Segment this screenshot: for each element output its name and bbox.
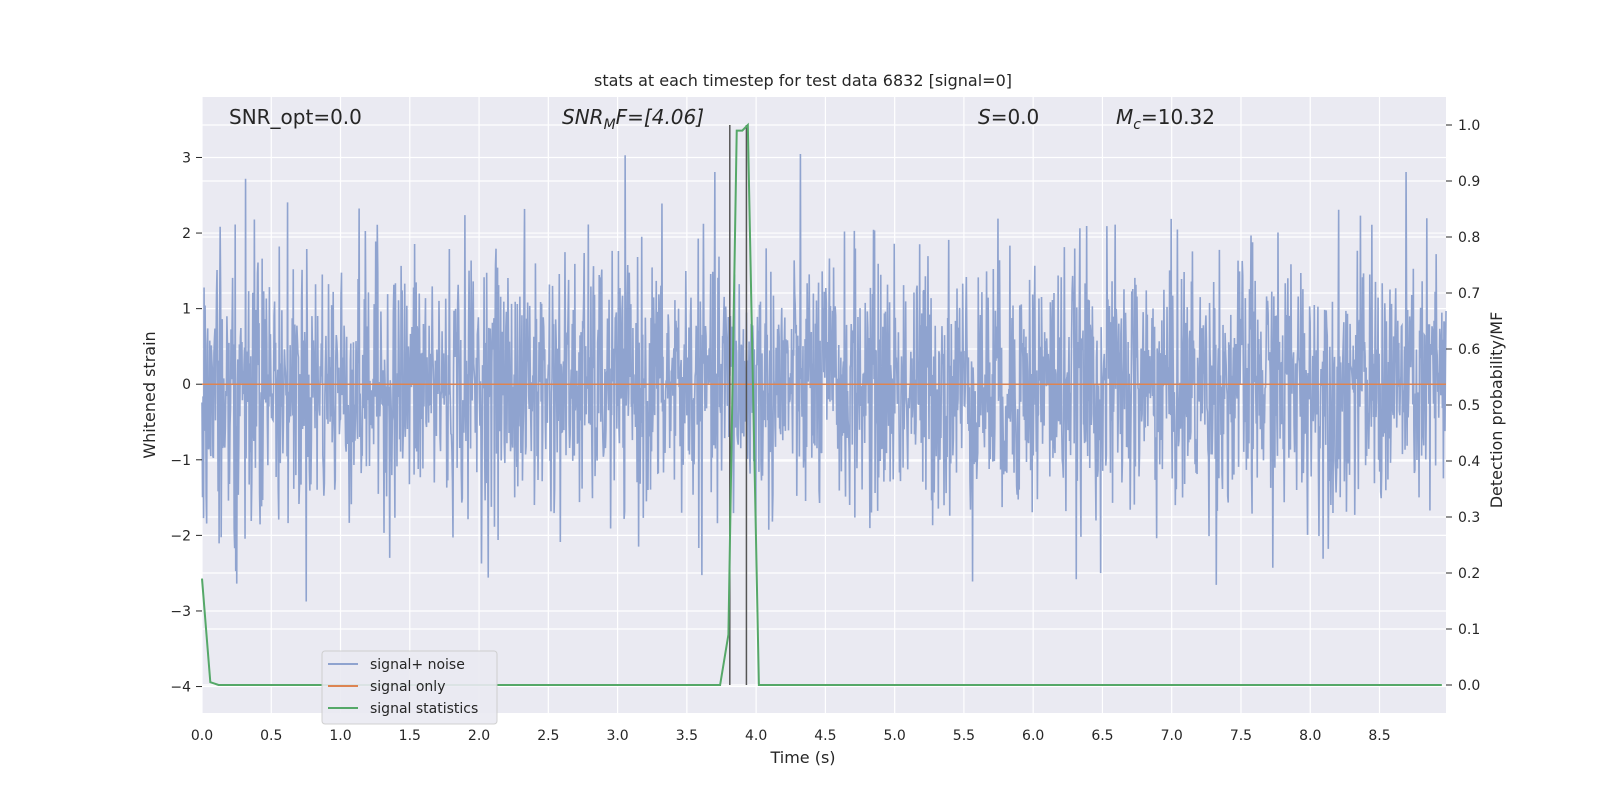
x-tick-label: 6.5 [1091, 728, 1113, 744]
x-tick-label: 2.5 [537, 728, 559, 744]
y-left-tick-label: −4 [170, 680, 191, 696]
legend-label-signal-noise: signal+ noise [370, 657, 465, 673]
x-tick-label: 4.5 [814, 728, 836, 744]
x-tick-label: 0.0 [191, 728, 213, 744]
series-signal-noise [201, 153, 1447, 602]
y-left-tick-label: 2 [182, 226, 191, 242]
x-tick-label: 8.5 [1368, 728, 1390, 744]
x-tick-label: 4.0 [745, 728, 767, 744]
x-tick-label: 5.5 [953, 728, 975, 744]
y-right-tick-label: 0.0 [1458, 678, 1480, 694]
x-tick-label: 8.0 [1299, 728, 1321, 744]
legend: signal+ noise signal only signal statist… [321, 650, 498, 725]
legend-box [321, 650, 498, 725]
right-y-axis-ticks: 1.0 0.9 0.8 0.7 0.6 0.5 0.4 0.3 0.2 0.1 0.0 [1446, 118, 1480, 694]
x-tick-label: 2.0 [468, 728, 490, 744]
y-right-tick-label: 0.1 [1458, 622, 1480, 638]
annotation-mc: Mc=10.32 [1116, 105, 1215, 133]
x-tick-label: 7.5 [1230, 728, 1252, 744]
left-y-axis-ticks: 3 2 1 0 −1 −2 −3 −4 [170, 150, 202, 696]
x-tick-label: 5.0 [884, 728, 906, 744]
y-right-tick-label: 0.3 [1458, 510, 1480, 526]
right-y-axis-label: Detection probability/MF [1487, 312, 1506, 509]
series-signal-statistics [201, 122, 1442, 686]
legend-label-signal-only: signal only [370, 679, 445, 695]
x-axis-ticks: 0.0 0.5 1.0 1.5 2.0 2.5 3.0 3.5 4.0 4.5 5.0 5.5 6.0 6… [191, 728, 1391, 744]
y-right-tick-label: 0.5 [1458, 398, 1480, 414]
x-tick-label: 6.0 [1022, 728, 1044, 744]
x-tick-label: 3.0 [606, 728, 628, 744]
annotation-snr-opt: SNR_opt=0.0 [229, 105, 362, 129]
data-layer [201, 122, 1447, 686]
y-left-tick-label: 0 [182, 377, 191, 393]
x-tick-label: 0.5 [260, 728, 282, 744]
left-y-axis-label: Whitened strain [140, 331, 159, 458]
legend-label-signal-statistics: signal statistics [370, 701, 478, 717]
y-left-tick-label: 1 [182, 302, 191, 318]
y-left-tick-label: −3 [170, 604, 191, 620]
chart-title: stats at each timestep for test data 683… [594, 71, 1012, 90]
y-right-tick-label: 0.6 [1458, 342, 1480, 358]
annotation-s: S=0.0 [978, 105, 1039, 129]
y-right-tick-label: 0.9 [1458, 174, 1480, 190]
y-right-tick-label: 1.0 [1458, 118, 1480, 134]
x-axis-label: Time (s) [769, 748, 835, 767]
y-left-tick-label: −2 [170, 528, 191, 544]
annotation-snr-mf: SNRMF=[4.06] [562, 105, 704, 133]
y-left-tick-label: −1 [170, 453, 191, 469]
x-tick-label: 1.0 [329, 728, 351, 744]
y-right-tick-label: 0.7 [1458, 286, 1480, 302]
x-tick-label: 3.5 [676, 728, 698, 744]
y-right-tick-label: 0.2 [1458, 566, 1480, 582]
y-right-tick-label: 0.8 [1458, 230, 1480, 246]
y-left-tick-label: 3 [182, 150, 191, 166]
x-tick-label: 1.5 [399, 728, 421, 744]
y-right-tick-label: 0.4 [1458, 454, 1480, 470]
x-tick-label: 7.0 [1161, 728, 1183, 744]
